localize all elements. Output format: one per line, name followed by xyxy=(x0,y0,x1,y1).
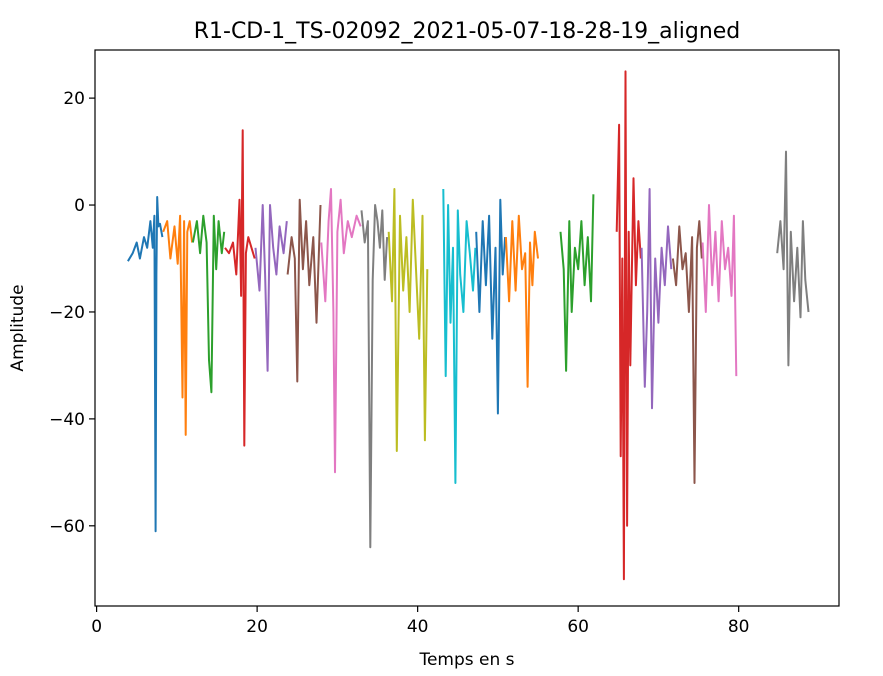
chart-title: R1-CD-1_TS-02092_2021-05-07-18-28-19_ali… xyxy=(194,19,741,44)
series-line-15 xyxy=(640,188,673,410)
series-line-18 xyxy=(776,150,810,367)
series-line-8 xyxy=(360,204,389,549)
series-line-10 xyxy=(442,188,477,484)
series-line-16 xyxy=(671,220,703,484)
series-line-5 xyxy=(254,204,288,372)
series-line-13 xyxy=(559,194,595,372)
series-line-3 xyxy=(191,214,226,394)
series-line-1 xyxy=(127,196,164,533)
y-tick-label: 20 xyxy=(63,89,85,109)
series-line-6 xyxy=(286,198,322,383)
plot-frame xyxy=(94,49,840,607)
y-tick-label: −40 xyxy=(49,410,85,430)
series-line-9 xyxy=(387,188,429,452)
y-axis-label: Amplitude xyxy=(8,284,28,371)
x-tick-label: 0 xyxy=(91,617,102,637)
series-line-7 xyxy=(320,188,362,474)
series-line-12 xyxy=(504,214,539,388)
series-line-14 xyxy=(615,70,642,581)
series-line-11 xyxy=(475,198,507,415)
x-tick-label: 80 xyxy=(728,617,750,637)
x-axis-label: Temps en s xyxy=(418,650,514,670)
x-tick-label: 20 xyxy=(246,617,268,637)
series-line-4 xyxy=(224,129,256,447)
y-tick-label: −20 xyxy=(49,303,85,323)
y-tick-label: 0 xyxy=(74,196,85,216)
series-layer xyxy=(127,70,810,581)
series-line-2 xyxy=(162,214,194,436)
ticks-layer: 0 20 40 60 80 20 0 −20 −40 −60 xyxy=(49,89,749,637)
y-tick-label: −60 xyxy=(49,517,85,537)
x-tick-label: 40 xyxy=(407,617,429,637)
series-line-17 xyxy=(701,204,738,377)
x-tick-label: 60 xyxy=(567,617,589,637)
